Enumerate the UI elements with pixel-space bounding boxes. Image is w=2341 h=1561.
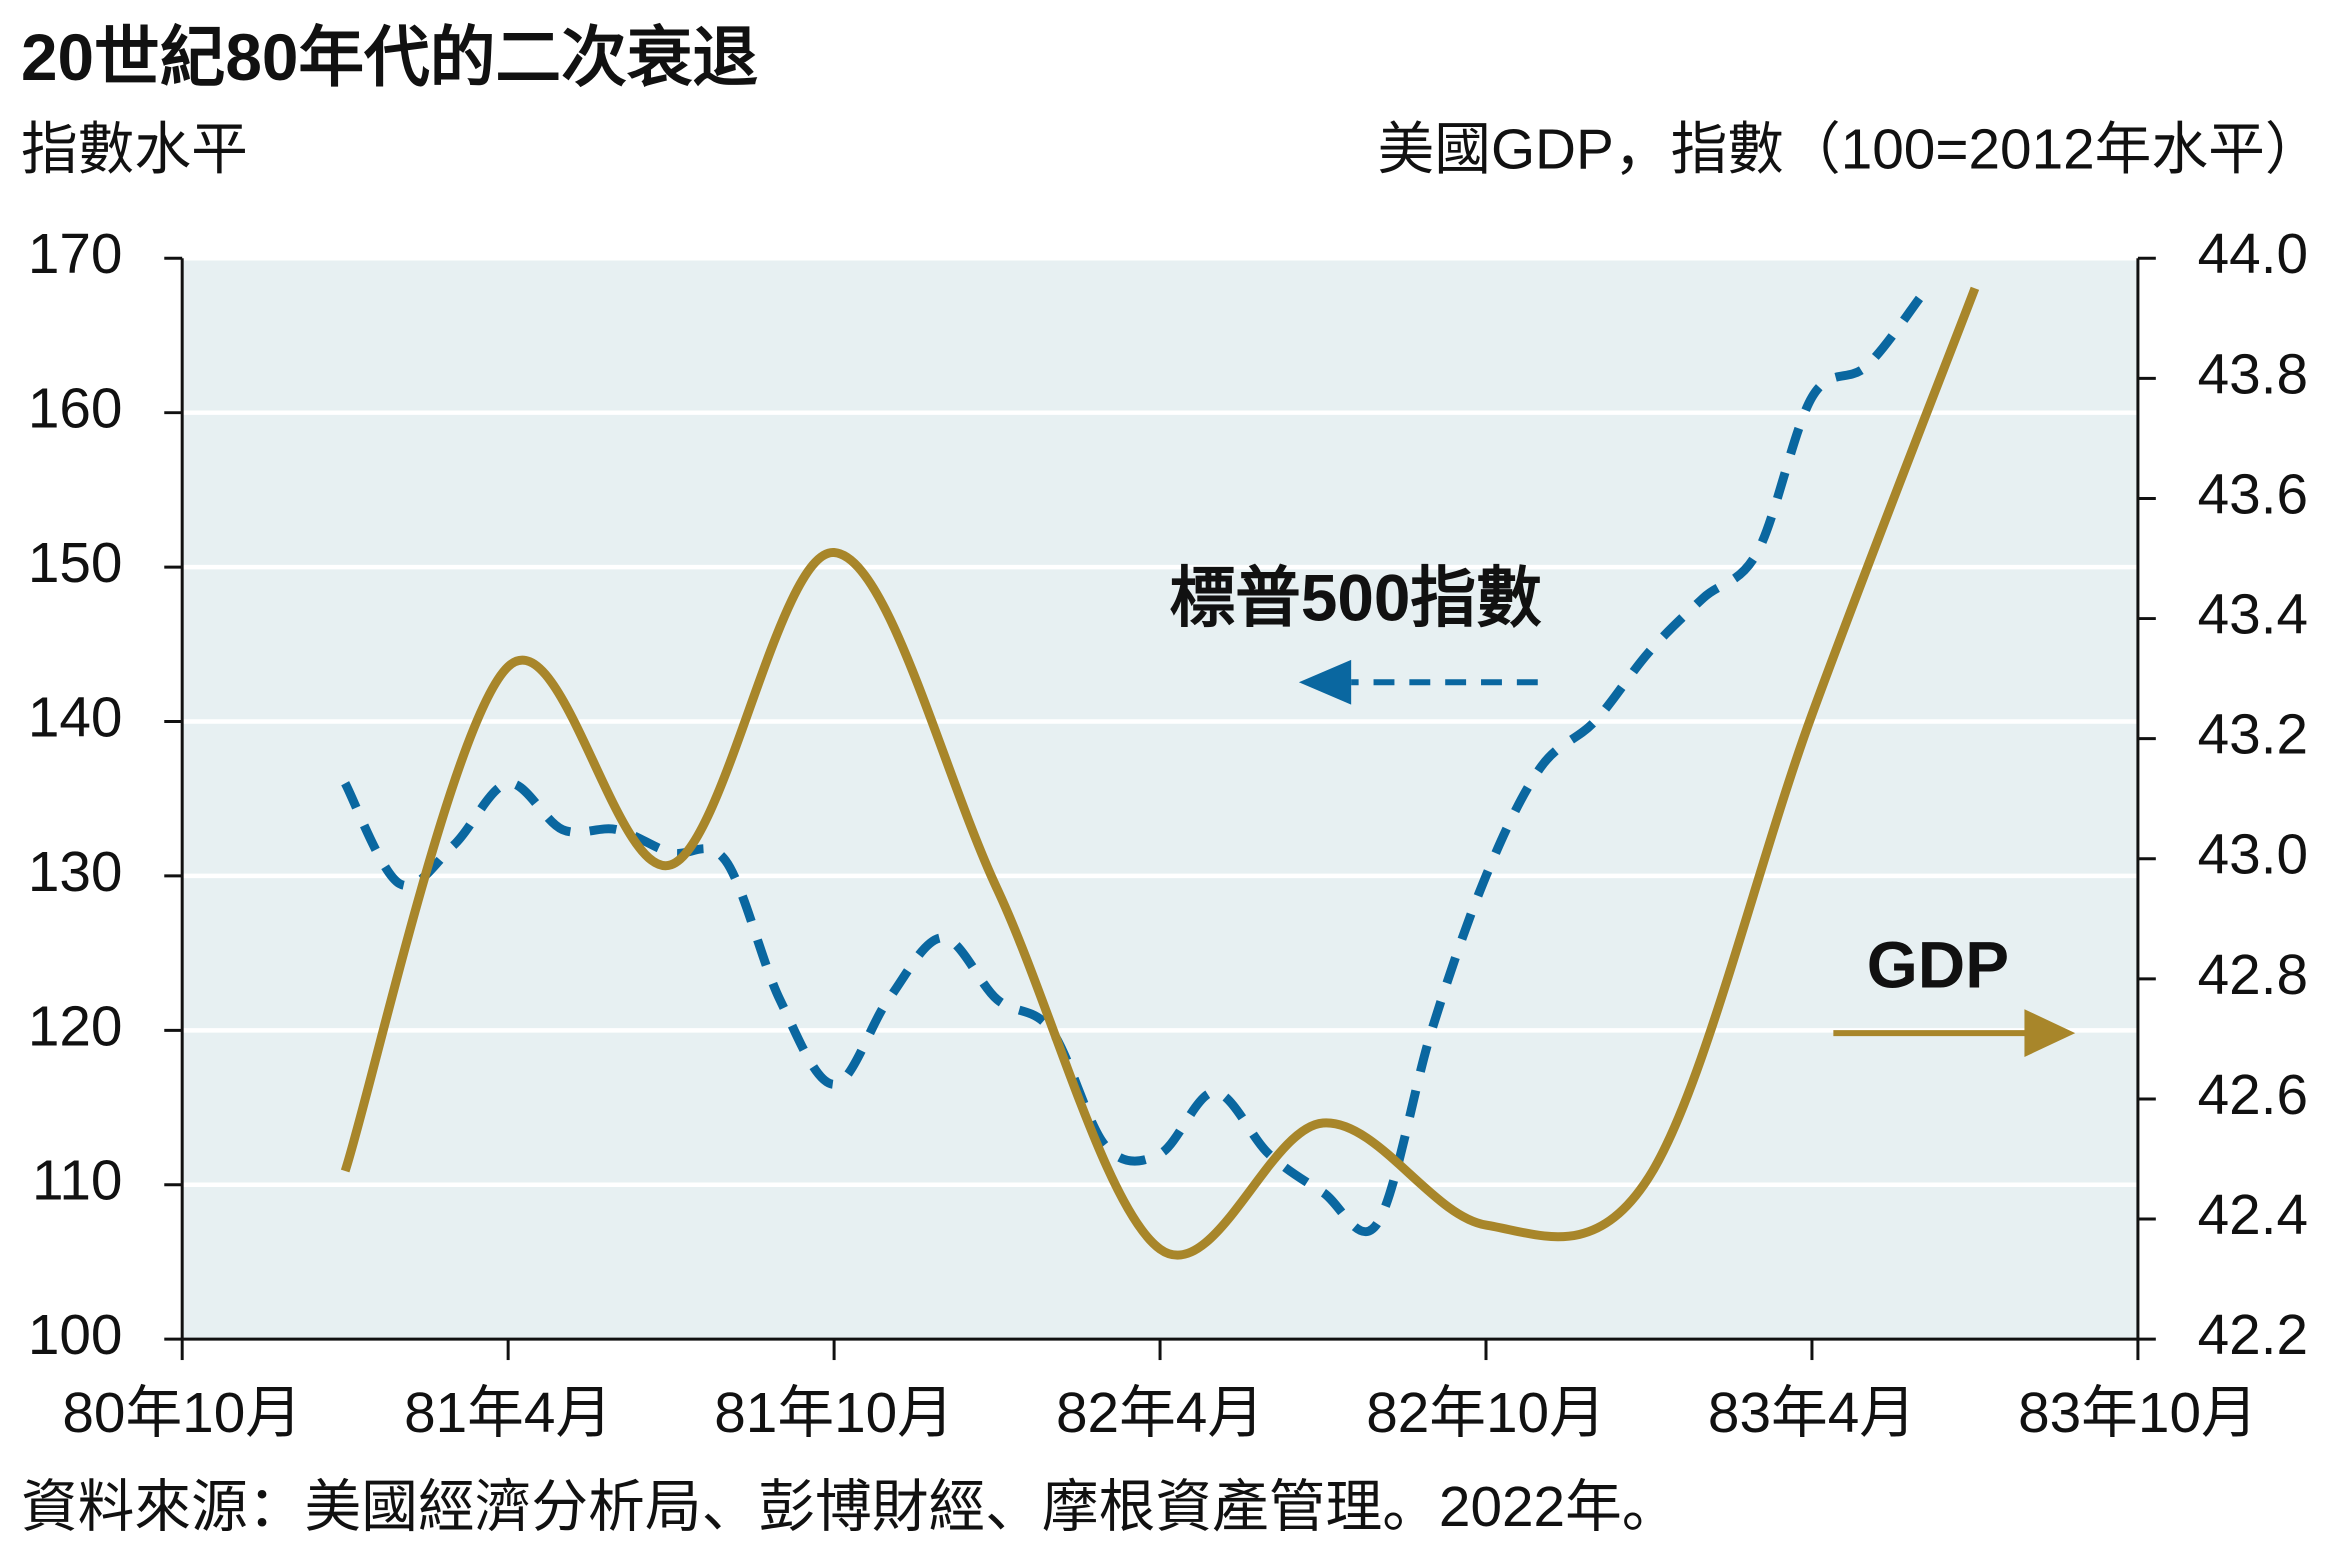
y2-axis-title: 美國GDP，指數（100=2012年水平） (1378, 119, 2322, 182)
annotation-arrowhead (1298, 659, 1352, 705)
annotation-arrowhead (2024, 1009, 2076, 1057)
y2-tick-label: 43.0 (2198, 824, 2308, 887)
chart-title: 20世紀80年代的二次衰退 (21, 21, 758, 94)
y2-tick-label: 42.4 (2198, 1184, 2308, 1247)
y-tick-label: 110 (32, 1150, 122, 1213)
y2-tick-label: 42.6 (2198, 1064, 2308, 1127)
y2-tick-label: 44.0 (2198, 223, 2308, 286)
source: 資料來源：美國經濟分析局、彭博財經、摩根資產管理。2022年。 (21, 1476, 1679, 1539)
annotation: 標普500指數 (1169, 561, 1542, 634)
y2-tick-label: 42.8 (2198, 944, 2308, 1007)
y2-tick-label: 43.2 (2198, 704, 2308, 767)
y-tick-label: 140 (28, 686, 123, 749)
line (340, 286, 1980, 1260)
x-tick-label: 80年10月 (62, 1382, 302, 1445)
y2-tick-label: 43.8 (2198, 343, 2308, 406)
y-axis-title: 指數水平 (21, 119, 248, 182)
y2-tick-label: 43.6 (2198, 463, 2308, 526)
y-tick-label: 130 (28, 841, 123, 904)
x-tick-label: 83年4月 (1708, 1382, 1916, 1445)
y-tick-label: 160 (28, 378, 123, 441)
y2-tick-label: 42.2 (2198, 1304, 2308, 1367)
annotation: GDP (1867, 929, 2009, 1002)
y-tick-label: 120 (28, 995, 123, 1058)
plot-area (182, 258, 2138, 1340)
y2-tick-label: 43.4 (2198, 584, 2308, 647)
y-tick-label: 150 (28, 532, 123, 595)
x-tick-label: 83年10月 (2018, 1382, 2258, 1445)
y-tick-label: 170 (28, 223, 123, 286)
x-tick-label: 81年10月 (714, 1382, 954, 1445)
x-tick-label: 82年4月 (1056, 1382, 1264, 1445)
x-tick-label: 82年10月 (1366, 1382, 1606, 1445)
x-tick-label: 81年4月 (404, 1382, 612, 1445)
y-tick-label: 100 (28, 1304, 123, 1367)
